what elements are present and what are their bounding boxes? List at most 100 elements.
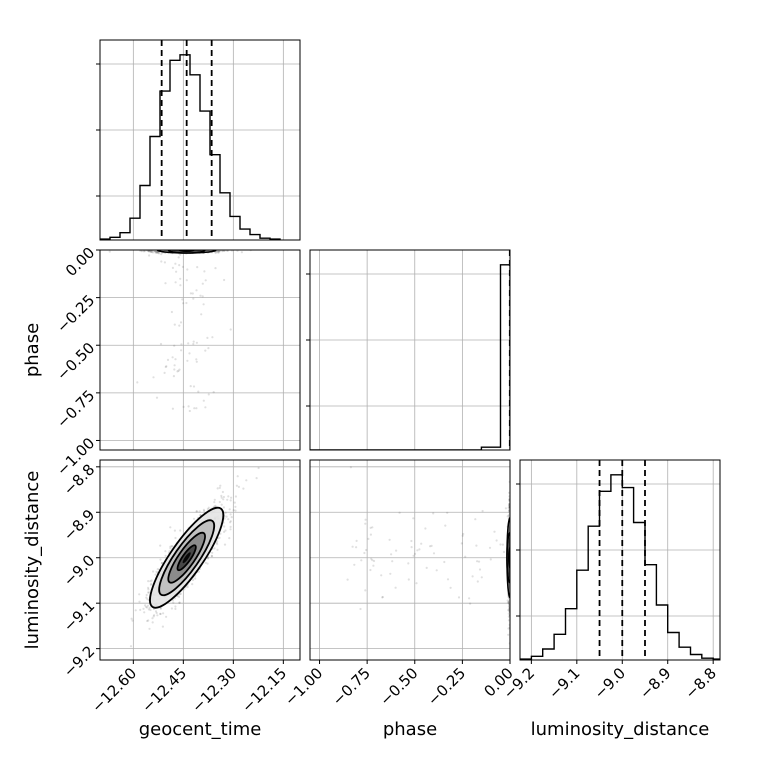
sample-point (155, 611, 158, 615)
panel-content (100, 250, 300, 450)
sample-point (229, 513, 232, 516)
sample-point (202, 303, 205, 306)
sample-point (164, 550, 167, 553)
sample-point (159, 342, 163, 346)
contour-line (158, 519, 216, 597)
sample-point (507, 619, 510, 622)
sample-point (194, 577, 197, 580)
sample-point (178, 601, 181, 605)
sample-point (416, 549, 419, 552)
sample-point (207, 557, 210, 560)
sample-point (169, 545, 172, 548)
x-tick-label: −9.0 (591, 664, 629, 702)
sample-point (216, 251, 219, 254)
sample-point (203, 510, 206, 513)
sample-point (201, 295, 204, 298)
sample-point (178, 595, 181, 599)
y-axis-label-phase: phase (22, 323, 43, 377)
sample-point (108, 250, 111, 253)
sample-point (170, 310, 173, 314)
sample-point (364, 522, 367, 525)
sample-point (214, 267, 217, 270)
sample-point (172, 601, 175, 604)
sample-point (177, 256, 180, 259)
x-tick-label: −12.30 (188, 664, 240, 716)
sample-point (410, 546, 413, 549)
sample-point (355, 539, 358, 543)
sample-point (460, 542, 463, 545)
sample-point (159, 607, 162, 610)
sample-point (507, 633, 510, 636)
sample-point (229, 525, 232, 529)
sample-point (223, 530, 226, 534)
sample-point (147, 619, 150, 622)
sample-point (155, 251, 158, 254)
sample-point (178, 324, 181, 327)
sample-point (477, 560, 481, 563)
sample-point (424, 527, 427, 530)
sample-point (180, 349, 183, 352)
sample-point (462, 532, 465, 536)
sample-point (182, 302, 185, 305)
sample-point (218, 500, 221, 504)
sample-point (364, 518, 367, 521)
sample-point (372, 564, 375, 567)
sample-point (235, 484, 238, 487)
sample-point (212, 391, 215, 394)
sample-point (195, 289, 198, 292)
sample-point (457, 596, 461, 599)
sample-point (197, 390, 200, 393)
sample-point (156, 251, 160, 254)
sample-point (143, 611, 146, 614)
sample-point (150, 250, 153, 253)
sample-point (481, 509, 484, 513)
sample-point (232, 509, 235, 512)
contour-line (176, 544, 197, 572)
sample-point (217, 251, 220, 254)
sample-point (443, 560, 446, 564)
sample-point (174, 358, 177, 361)
sample-point (449, 586, 452, 589)
sample-point (371, 526, 374, 529)
sample-point (391, 560, 394, 563)
panel-frame (99, 459, 301, 661)
x-tick-label: −12.15 (238, 664, 290, 716)
sample-point (145, 593, 148, 597)
x-tick-label: −9.1 (545, 664, 583, 702)
sample-point (222, 495, 225, 499)
sample-point (186, 359, 189, 362)
sample-point (183, 588, 186, 591)
sample-point (219, 484, 222, 487)
sample-point (381, 596, 384, 599)
sample-point (507, 612, 510, 615)
sample-point (191, 578, 195, 582)
sample-point (502, 550, 506, 554)
sample-point (170, 607, 173, 610)
sample-point (206, 507, 209, 511)
sample-point (420, 542, 423, 545)
sample-point (155, 570, 158, 573)
sample-point (224, 529, 227, 532)
sample-point (224, 511, 227, 514)
panel-content (520, 460, 720, 660)
x-tick-label: −0.50 (376, 664, 421, 709)
sample-point (179, 592, 182, 596)
sample-point (156, 568, 159, 571)
sample-point (179, 529, 182, 532)
sample-point (148, 250, 151, 253)
sample-point (163, 261, 166, 264)
sample-point (147, 591, 150, 594)
sample-point (149, 580, 152, 583)
sample-point (501, 543, 504, 546)
sample-point (136, 381, 139, 384)
panel-phase-phase (306, 249, 511, 451)
sample-point (227, 495, 230, 498)
sample-point (355, 546, 358, 549)
sample-point (145, 605, 148, 609)
sample-point (255, 477, 258, 480)
sample-point (179, 284, 182, 287)
x-tick-label: −12.45 (138, 664, 190, 716)
sample-point (475, 544, 478, 547)
sample-point (228, 508, 231, 511)
sample-point (211, 551, 214, 554)
